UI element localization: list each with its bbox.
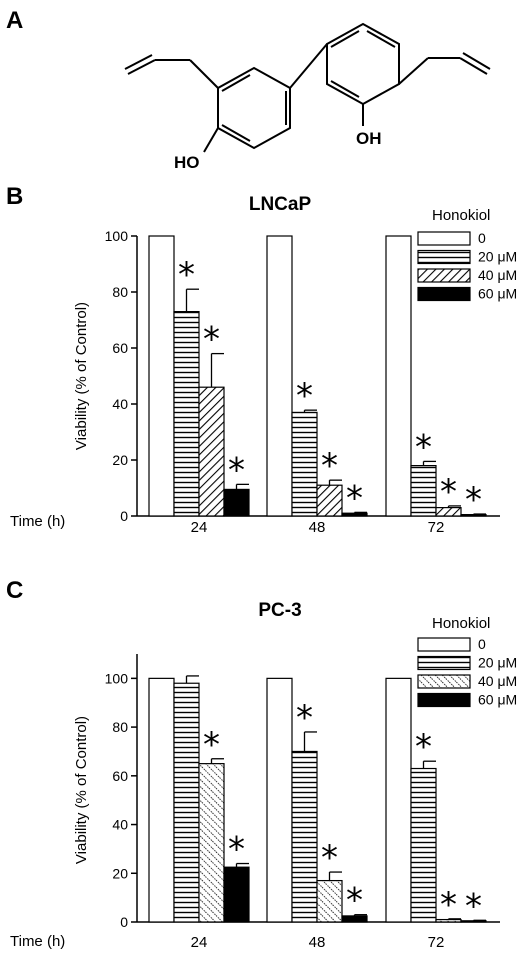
bar <box>173 311 200 517</box>
significance-star: * <box>415 427 432 467</box>
bar <box>385 677 412 923</box>
significance-star: * <box>346 881 363 921</box>
honokiol-structure <box>124 22 491 153</box>
bar <box>410 465 437 517</box>
y-tick-label: 80 <box>112 284 128 300</box>
x-tick-label: 48 <box>309 934 326 951</box>
significance-star: * <box>321 838 338 878</box>
significance-star: * <box>228 830 245 870</box>
legend-title: Honokiol <box>432 615 490 632</box>
bar <box>410 767 437 923</box>
chart-title-pc3: PC-3 <box>258 600 301 621</box>
bar <box>148 235 175 517</box>
significance-star: * <box>440 472 457 512</box>
y-tick-label: 0 <box>120 914 128 930</box>
bar <box>223 866 250 923</box>
legend-swatch <box>417 249 471 265</box>
panel-label-c: C <box>6 577 23 604</box>
time-label-lncap: Time (h) <box>10 513 65 530</box>
bar <box>266 235 293 517</box>
y-tick-label: 100 <box>105 670 129 686</box>
y-tick-label: 80 <box>112 719 128 735</box>
bar <box>316 484 343 517</box>
y-tick-label: 60 <box>112 340 128 356</box>
legend: Honokiol 0 20 μM 40 μM 60 μM <box>417 207 517 302</box>
legend-label: 0 <box>478 636 486 652</box>
bar <box>316 879 343 923</box>
significance-star: * <box>178 255 195 295</box>
y-tick-label: 20 <box>112 865 128 881</box>
y-tick-label: 40 <box>112 817 128 833</box>
bar <box>291 750 318 923</box>
y-tick-label: 60 <box>112 768 128 784</box>
ho-label: HO <box>174 153 200 172</box>
significance-star: * <box>440 885 457 925</box>
legend-label: 0 <box>478 230 486 246</box>
bar <box>266 677 293 923</box>
legend: Honokiol 0 20 μM 40 μM 60 μM <box>417 615 517 708</box>
significance-star: * <box>203 725 220 765</box>
legend-label: 60 μM <box>478 286 517 302</box>
legend-swatch <box>417 637 471 652</box>
y-axis-label: Viability (% of Control) <box>73 302 90 450</box>
significance-star: * <box>415 727 432 767</box>
legend-label: 40 μM <box>478 673 517 689</box>
y-tick-label: 40 <box>112 396 128 412</box>
bar <box>148 677 175 923</box>
significance-star: * <box>321 446 338 486</box>
significance-star: * <box>203 320 220 360</box>
y-axis-label: Viability (% of Control) <box>73 716 90 864</box>
bar <box>173 682 200 923</box>
legend-swatch <box>417 655 471 671</box>
significance-star: * <box>346 478 363 518</box>
legend-swatch <box>417 268 471 283</box>
y-tick-label: 100 <box>105 228 129 244</box>
x-tick-label: 72 <box>428 519 445 536</box>
panel-label-b: B <box>6 183 23 210</box>
legend-swatch <box>417 674 471 689</box>
legend-label: 60 μM <box>478 692 517 708</box>
x-tick-label: 48 <box>309 519 326 536</box>
legend-swatch <box>417 286 471 302</box>
significance-star: * <box>465 886 482 926</box>
significance-star: * <box>296 698 313 738</box>
time-label-pc3: Time (h) <box>10 933 65 950</box>
legend-swatch <box>417 692 471 708</box>
panel-label-a: A <box>6 7 23 34</box>
legend-label: 20 μM <box>478 249 517 265</box>
bar <box>223 488 250 517</box>
chart-title-lncap: LNCaP <box>249 194 312 215</box>
bar <box>198 386 225 517</box>
y-tick-label: 20 <box>112 452 128 468</box>
bar <box>291 411 318 517</box>
legend-title: Honokiol <box>432 207 490 224</box>
oh-label: OH <box>356 129 382 148</box>
legend-swatch <box>417 231 471 246</box>
bar <box>385 235 412 517</box>
x-tick-label: 24 <box>191 934 208 951</box>
significance-star: * <box>228 450 245 490</box>
bar <box>198 763 225 923</box>
x-tick-label: 72 <box>428 934 445 951</box>
x-tick-label: 24 <box>191 519 208 536</box>
significance-star: * <box>296 376 313 416</box>
significance-star: * <box>465 480 482 520</box>
legend-label: 40 μM <box>478 267 517 283</box>
y-tick-label: 0 <box>120 508 128 524</box>
legend-label: 20 μM <box>478 655 517 671</box>
